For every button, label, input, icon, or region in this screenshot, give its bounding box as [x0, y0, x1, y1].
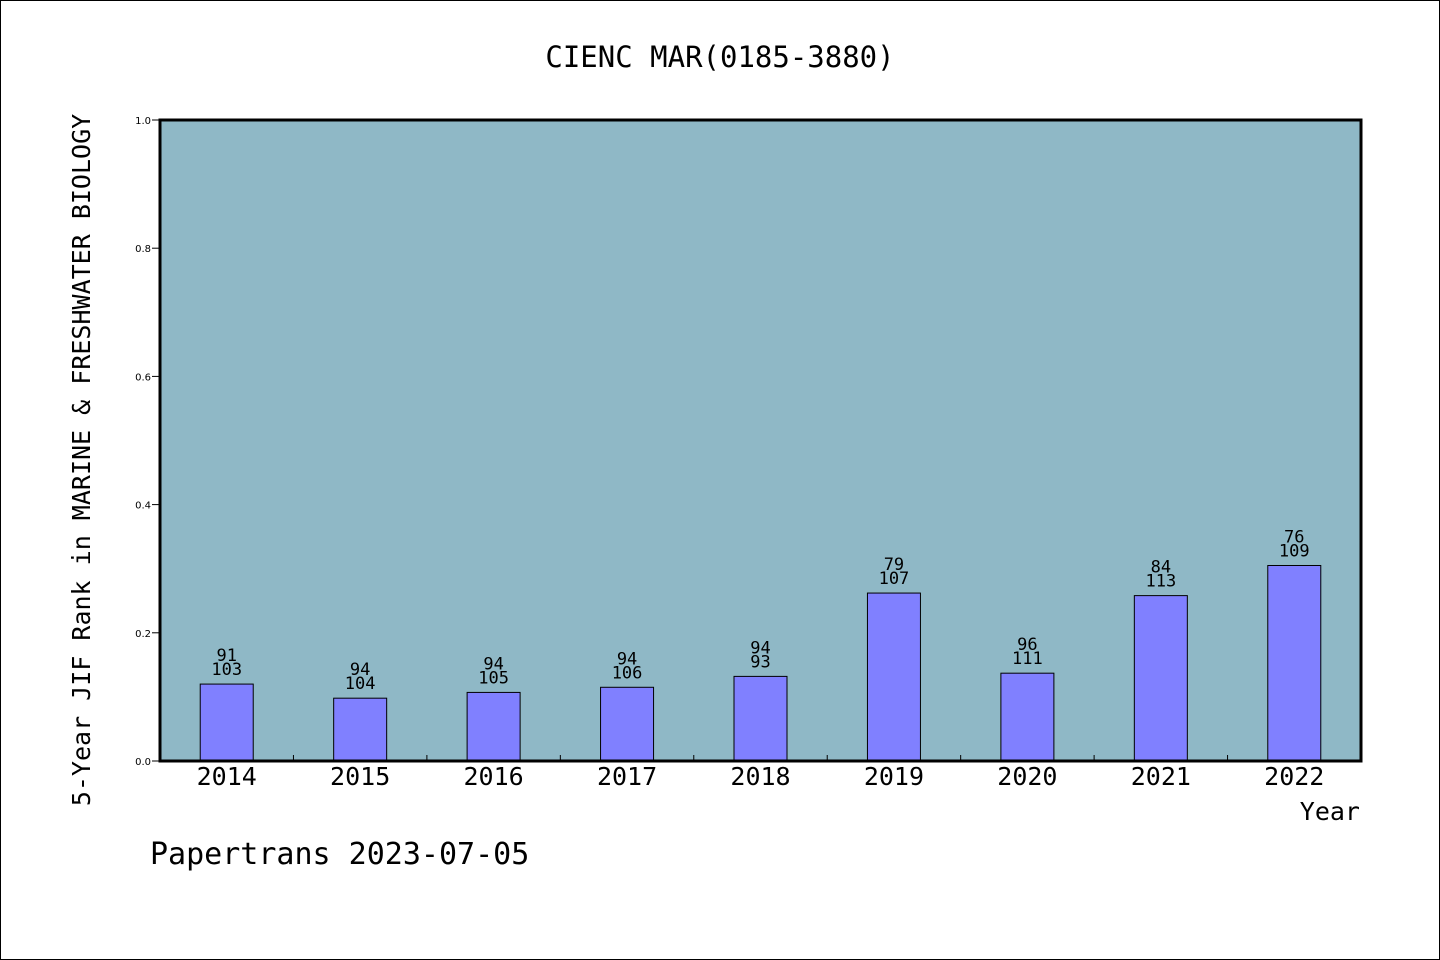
x-tick-label: 2017: [597, 762, 657, 791]
bar: [199, 683, 254, 762]
y-tick-label: 0.0: [135, 757, 151, 768]
footer-credit: Papertrans 2023-07-05: [150, 837, 529, 872]
x-tick-label: 2015: [330, 762, 390, 791]
x-tick-label: 2016: [464, 762, 524, 791]
bar-label-rank: 84: [1151, 558, 1171, 578]
bar-label-total: 105: [478, 668, 509, 688]
bar-label-rank: 76: [1284, 527, 1304, 547]
x-tick-label: 2019: [864, 762, 924, 791]
y-tick-label: 0.4: [135, 501, 151, 512]
y-tick-label: 0.2: [135, 629, 151, 640]
bar-label-total: 113: [1145, 572, 1176, 592]
x-tick-label: 2022: [1264, 762, 1324, 791]
bar-label-total: 104: [345, 674, 376, 694]
bar-label-total: 107: [879, 569, 910, 589]
bar: [333, 697, 388, 762]
bar-label-rank: 94: [483, 654, 503, 674]
bar-label-rank: 96: [1017, 635, 1037, 655]
bar-label-rank: 94: [750, 638, 770, 658]
x-tick-label: 2014: [197, 762, 257, 791]
x-tick-label: 2020: [997, 762, 1057, 791]
bar-label-total: 109: [1279, 541, 1310, 561]
bar: [600, 686, 655, 762]
y-tick-label: 0.8: [135, 244, 151, 255]
bar-label-rank: 94: [350, 660, 370, 680]
bar-label-total: 103: [211, 660, 242, 680]
bar-label-rank: 91: [216, 646, 236, 666]
bar: [1267, 564, 1322, 762]
bar: [1133, 595, 1188, 762]
chart-title: CIENC MAR(0185-3880): [545, 40, 894, 74]
ticks-layer: 0.0 0.2 0.4 0.6 0.8 1.0 2014 2015 2016 2017 2018 20…: [135, 116, 1324, 791]
bar: [866, 592, 921, 762]
y-axis-label: 5-Year JIF Rank in MARINE & FRESHWATER B…: [67, 114, 96, 806]
plot-border: [158, 118, 1363, 763]
x-tick-label: 2021: [1131, 762, 1191, 791]
bar: [466, 691, 521, 762]
bar-label-total: 111: [1012, 649, 1043, 669]
bar-label-rank: 79: [884, 555, 904, 575]
bar-label-total: 106: [612, 663, 643, 683]
y-tick-label: 0.6: [135, 372, 151, 383]
x-tick-label: 2018: [730, 762, 790, 791]
bar: [733, 675, 788, 762]
bar: [1000, 672, 1055, 762]
bar-label-rank: 94: [617, 649, 637, 669]
x-axis-label: Year: [1300, 797, 1360, 826]
bar-label-total: 93: [750, 652, 770, 672]
y-tick-label: 1.0: [135, 116, 151, 127]
